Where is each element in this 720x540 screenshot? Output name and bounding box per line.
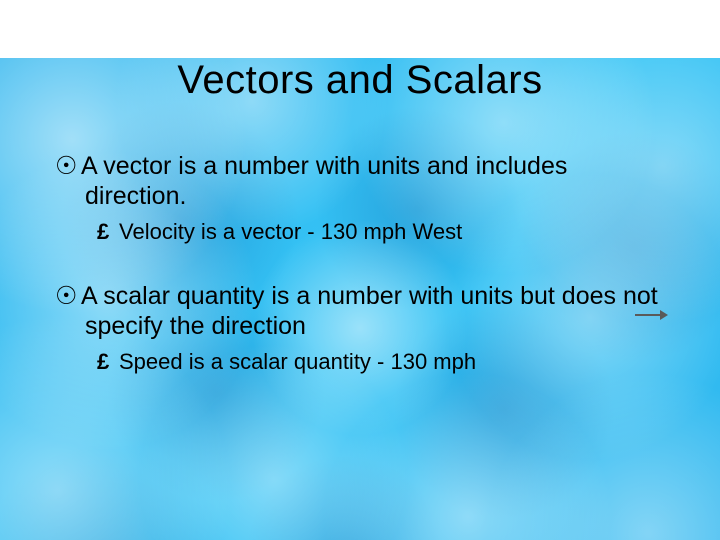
- slide: Vectors and Scalars ☉A vector is a numbe…: [0, 58, 720, 540]
- pound-icon: £: [97, 219, 119, 245]
- sub-bullet-text: Velocity is a vector - 130 mph West: [119, 219, 462, 244]
- bullet-l2: £Velocity is a vector - 130 mph West: [55, 219, 675, 245]
- bullet-text: A vector is a number with units and incl…: [81, 152, 567, 210]
- circled-dot-icon: ☉: [55, 151, 81, 181]
- bullet-l1: ☉A scalar quantity is a number with unit…: [55, 281, 675, 341]
- pound-icon: £: [97, 349, 119, 375]
- slide-title: Vectors and Scalars: [0, 58, 720, 103]
- arrow-right-icon: [634, 309, 668, 321]
- bullet-text: A scalar quantity is a number with units…: [81, 282, 658, 340]
- circled-dot-icon: ☉: [55, 281, 81, 311]
- sub-bullet-text: Speed is a scalar quantity - 130 mph: [119, 349, 476, 374]
- slide-body: ☉A vector is a number with units and inc…: [0, 151, 720, 376]
- slide-content: Vectors and Scalars ☉A vector is a numbe…: [0, 58, 720, 376]
- bullet-l1: ☉A vector is a number with units and inc…: [55, 151, 675, 211]
- bullet-l2: £Speed is a scalar quantity - 130 mph: [55, 349, 675, 375]
